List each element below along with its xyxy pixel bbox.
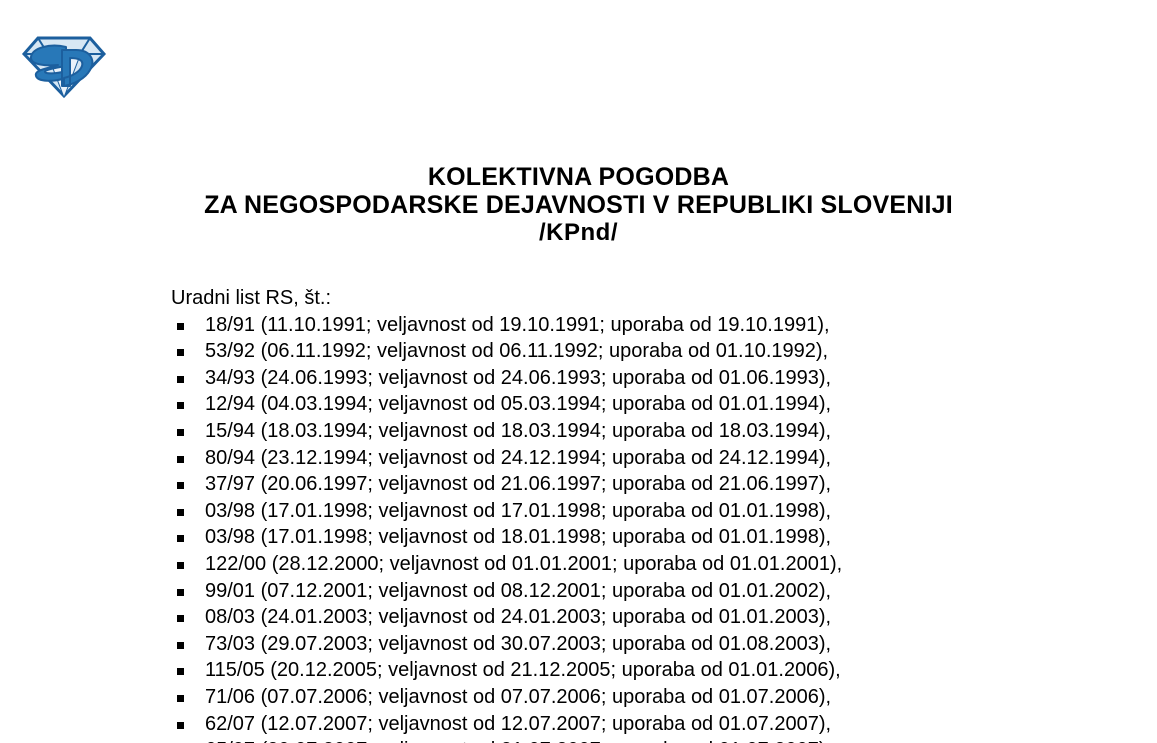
- list-item-label: 03/98 (17.01.1998; veljavnost od 18.01.1…: [205, 526, 832, 549]
- square-bullet-icon: [177, 641, 184, 649]
- list-item: 03/98 (17.01.1998; veljavnost od 17.01.1…: [171, 498, 1071, 525]
- content-body: Uradni list RS, št.: 18/91 (11.10.1991; …: [171, 285, 1071, 743]
- square-bullet-icon: [177, 694, 184, 702]
- square-bullet-icon: [177, 455, 184, 463]
- list-item-label: 122/00 (28.12.2000; veljavnost od 01.01.…: [205, 552, 843, 575]
- sd-diamond-logo-graphic: [21, 36, 107, 99]
- square-bullet-icon: [177, 721, 184, 729]
- logo-letter-d: [61, 49, 94, 87]
- square-bullet-icon: [177, 402, 184, 410]
- list-item: 99/01 (07.12.2001; veljavnost od 08.12.2…: [171, 578, 1071, 605]
- list-item: 122/00 (28.12.2000; veljavnost od 01.01.…: [171, 551, 1071, 578]
- list-item-label: 115/05 (20.12.2005; veljavnost od 21.12.…: [205, 659, 841, 682]
- list-item-label: 80/94 (23.12.1994; veljavnost od 24.12.1…: [205, 446, 832, 469]
- list-item: 08/03 (24.01.2003; veljavnost od 24.01.2…: [171, 604, 1071, 631]
- title-line-3-abbreviation: /KPnd/: [539, 219, 618, 246]
- square-bullet-icon: [177, 535, 184, 543]
- square-bullet-icon: [177, 668, 184, 676]
- square-bullet-icon: [177, 349, 184, 357]
- list-item-label: 15/94 (18.03.1994; veljavnost od 18.03.1…: [205, 419, 832, 442]
- list-item-label: 71/06 (07.07.2006; veljavnost od 07.07.2…: [205, 685, 832, 708]
- gazette-reference-list: 18/91 (11.10.1991; veljavnost od 19.10.1…: [171, 312, 1071, 743]
- square-bullet-icon: [177, 561, 184, 569]
- list-item-label: 12/94 (04.03.1994; veljavnost od 05.03.1…: [205, 393, 832, 416]
- list-item-label: 53/92 (06.11.1992; veljavnost od 06.11.1…: [205, 340, 829, 363]
- page-title: KOLEKTIVNA POGODBA ZA NEGOSPODARSKE DEJA…: [0, 163, 1157, 247]
- sd-diamond-logo: [20, 30, 108, 102]
- list-item-label: 65/07 (20.07.2007; veljavnost od 21.07.2…: [205, 739, 831, 743]
- list-item: 37/97 (20.06.1997; veljavnost od 21.06.1…: [171, 471, 1071, 498]
- square-bullet-icon: [177, 375, 184, 383]
- list-item: 80/94 (23.12.1994; veljavnost od 24.12.1…: [171, 445, 1071, 472]
- list-item: 12/94 (04.03.1994; veljavnost od 05.03.1…: [171, 391, 1071, 418]
- list-item: 15/94 (18.03.1994; veljavnost od 18.03.1…: [171, 418, 1071, 445]
- list-item: 73/03 (29.07.2003; veljavnost od 30.07.2…: [171, 631, 1071, 658]
- list-item: 115/05 (20.12.2005; veljavnost od 21.12.…: [171, 657, 1071, 684]
- list-item-label: 99/01 (07.12.2001; veljavnost od 08.12.2…: [205, 579, 832, 602]
- source-label: Uradni list RS, št.:: [171, 287, 332, 309]
- list-item-label: 34/93 (24.06.1993; veljavnost od 24.06.1…: [205, 366, 832, 389]
- title-line-1: KOLEKTIVNA POGODBA: [427, 163, 730, 191]
- square-bullet-icon: [177, 588, 184, 596]
- list-item-label: 62/07 (12.07.2007; veljavnost od 12.07.2…: [205, 712, 832, 735]
- square-bullet-icon: [177, 508, 184, 516]
- square-bullet-icon: [177, 615, 184, 623]
- list-item-label: 08/03 (24.01.2003; veljavnost od 24.01.2…: [205, 606, 832, 629]
- list-item-label: 03/98 (17.01.1998; veljavnost od 17.01.1…: [205, 499, 832, 522]
- square-bullet-icon: [177, 482, 184, 490]
- list-item: 71/06 (07.07.2006; veljavnost od 07.07.2…: [171, 684, 1071, 711]
- list-item: 65/07 (20.07.2007; veljavnost od 21.07.2…: [171, 737, 1071, 743]
- list-item: 34/93 (24.06.1993; veljavnost od 24.06.1…: [171, 365, 1071, 392]
- square-bullet-icon: [177, 322, 184, 330]
- list-item: 53/92 (06.11.1992; veljavnost od 06.11.1…: [171, 338, 1071, 365]
- list-item-label: 18/91 (11.10.1991; veljavnost od 19.10.1…: [205, 313, 830, 336]
- list-item: 03/98 (17.01.1998; veljavnost od 18.01.1…: [171, 524, 1071, 551]
- list-item-label: 73/03 (29.07.2003; veljavnost od 30.07.2…: [205, 632, 832, 655]
- title-line-2: ZA NEGOSPODARSKE DEJAVNOSTI V REPUBLIKI …: [204, 191, 953, 219]
- square-bullet-icon: [177, 428, 184, 436]
- list-item: 18/91 (11.10.1991; veljavnost od 19.10.1…: [171, 312, 1071, 339]
- list-item-label: 37/97 (20.06.1997; veljavnost od 21.06.1…: [205, 473, 832, 496]
- list-item: 62/07 (12.07.2007; veljavnost od 12.07.2…: [171, 711, 1071, 738]
- logo-letter-s: [30, 44, 67, 82]
